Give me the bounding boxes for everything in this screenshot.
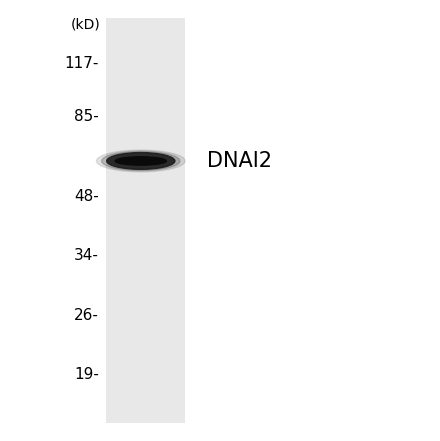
Ellipse shape — [115, 157, 166, 165]
Text: 48-: 48- — [74, 189, 99, 204]
Text: DNAI2: DNAI2 — [207, 151, 272, 171]
Ellipse shape — [96, 150, 185, 172]
Ellipse shape — [106, 153, 175, 169]
Ellipse shape — [102, 151, 180, 171]
Bar — [106, 18, 185, 423]
Text: 34-: 34- — [74, 248, 99, 263]
Text: 19-: 19- — [74, 367, 99, 382]
Text: 85-: 85- — [74, 109, 99, 124]
Text: (kD): (kD) — [71, 17, 101, 31]
Text: 117-: 117- — [65, 56, 99, 71]
Text: 26-: 26- — [74, 308, 99, 323]
